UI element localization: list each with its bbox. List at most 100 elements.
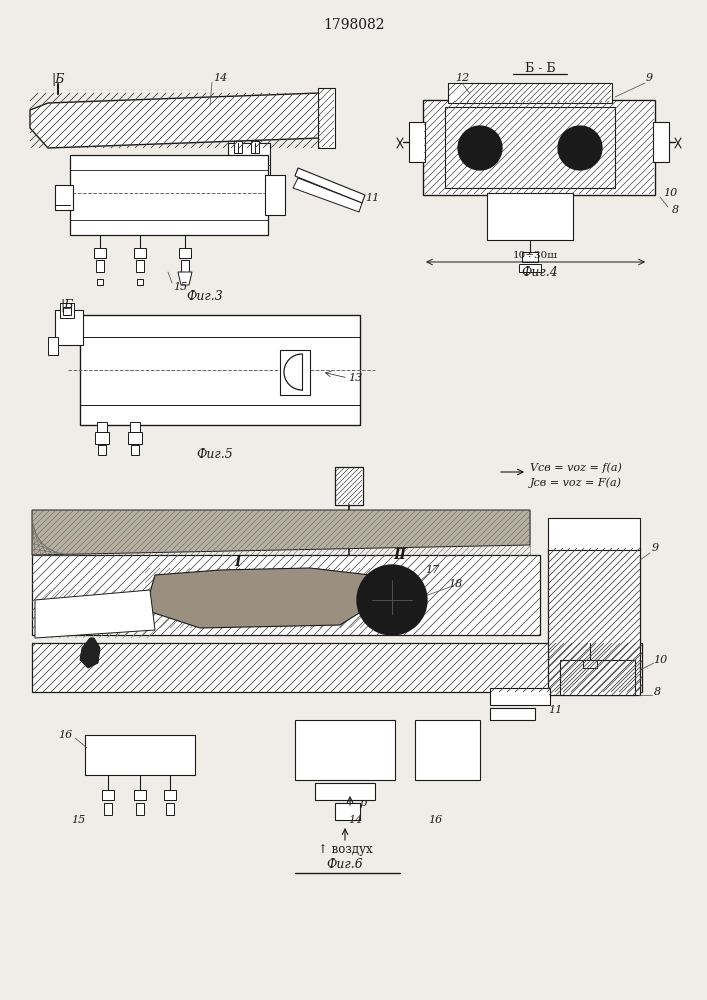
Bar	[97, 422, 107, 432]
Polygon shape	[293, 178, 362, 212]
Bar	[136, 260, 144, 272]
Text: 17: 17	[425, 565, 439, 575]
Circle shape	[472, 140, 488, 156]
Text: Vсв = vоz = f(a): Vсв = vоz = f(a)	[530, 463, 622, 473]
Bar	[490, 708, 535, 720]
Circle shape	[572, 140, 588, 156]
Bar	[60, 303, 74, 318]
Bar	[94, 248, 106, 258]
Bar	[102, 790, 114, 800]
Bar	[104, 803, 112, 815]
Bar	[415, 720, 480, 780]
Bar	[583, 660, 597, 668]
Bar	[166, 803, 174, 815]
Bar	[136, 803, 144, 815]
Bar	[487, 193, 573, 240]
Bar	[181, 260, 189, 272]
Bar	[134, 248, 146, 258]
Bar	[560, 660, 635, 695]
Text: 8: 8	[672, 205, 679, 215]
Bar	[448, 83, 612, 103]
Text: 12: 12	[455, 73, 469, 83]
Text: 15: 15	[71, 815, 85, 825]
Text: Б - Б: Б - Б	[525, 62, 555, 75]
Text: 1798082: 1798082	[323, 18, 385, 32]
Text: 18: 18	[448, 579, 462, 589]
Text: II: II	[394, 548, 407, 562]
Text: Фиг.6: Фиг.6	[327, 858, 363, 871]
Text: I: I	[235, 555, 241, 569]
Bar	[55, 185, 73, 210]
Polygon shape	[32, 643, 642, 692]
Bar	[48, 337, 58, 355]
Text: 10: 10	[663, 188, 677, 198]
Polygon shape	[548, 548, 640, 695]
Circle shape	[558, 126, 602, 170]
Text: 11: 11	[548, 705, 562, 715]
Bar	[490, 688, 550, 705]
Bar	[653, 122, 669, 162]
Bar	[130, 422, 140, 432]
Text: 16: 16	[58, 730, 72, 740]
Bar	[98, 445, 106, 455]
Bar	[522, 252, 538, 262]
Polygon shape	[35, 590, 155, 638]
Circle shape	[357, 565, 427, 635]
Text: |Б: |Б	[52, 74, 64, 87]
Text: 15: 15	[173, 282, 187, 292]
Bar	[251, 141, 259, 153]
Bar	[95, 432, 109, 444]
Text: 9: 9	[645, 73, 653, 83]
Bar	[423, 100, 655, 195]
Bar	[315, 783, 375, 800]
Text: 9: 9	[651, 543, 658, 553]
Bar	[280, 350, 310, 395]
Bar	[295, 720, 395, 780]
Bar	[164, 790, 176, 800]
Bar	[228, 143, 270, 200]
Text: |Б: |Б	[60, 298, 74, 312]
Bar	[335, 803, 360, 820]
Bar	[97, 279, 103, 285]
Bar	[134, 790, 146, 800]
Bar	[335, 467, 363, 505]
Circle shape	[380, 588, 404, 612]
Circle shape	[380, 613, 394, 627]
Text: Фиг.5: Фиг.5	[197, 448, 233, 462]
Bar	[85, 735, 195, 775]
Polygon shape	[80, 638, 100, 668]
Polygon shape	[178, 272, 192, 285]
Bar	[409, 122, 425, 162]
Text: 16: 16	[428, 815, 442, 825]
Bar	[55, 310, 83, 345]
Polygon shape	[30, 93, 320, 148]
Bar	[179, 248, 191, 258]
Bar	[128, 432, 142, 444]
Text: 14: 14	[348, 815, 362, 825]
Bar	[131, 445, 139, 455]
Polygon shape	[32, 555, 540, 635]
Bar	[96, 260, 104, 272]
Text: Jсв = vоz = F(a): Jсв = vоz = F(a)	[530, 478, 622, 488]
Bar	[70, 155, 268, 235]
Text: 13: 13	[348, 373, 362, 383]
Circle shape	[458, 126, 502, 170]
Polygon shape	[145, 568, 380, 628]
Text: 14: 14	[213, 73, 227, 83]
Text: 10÷30ш: 10÷30ш	[513, 250, 558, 259]
Bar	[265, 175, 285, 215]
Bar	[234, 141, 242, 153]
Bar	[318, 88, 335, 148]
Polygon shape	[32, 510, 530, 555]
Text: 8: 8	[653, 687, 660, 697]
Text: 10: 10	[653, 655, 667, 665]
Bar	[137, 279, 143, 285]
Bar	[445, 107, 615, 188]
Bar	[63, 307, 71, 315]
Text: р: р	[360, 798, 367, 808]
Bar	[548, 518, 640, 550]
Text: Фиг.4: Фиг.4	[522, 266, 559, 279]
Text: 11: 11	[365, 193, 379, 203]
Bar	[80, 315, 360, 425]
Bar	[519, 264, 541, 272]
